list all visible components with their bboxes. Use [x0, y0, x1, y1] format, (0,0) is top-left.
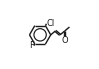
Text: F: F — [29, 41, 34, 50]
Text: Cl: Cl — [47, 19, 55, 28]
Text: O: O — [61, 37, 68, 45]
